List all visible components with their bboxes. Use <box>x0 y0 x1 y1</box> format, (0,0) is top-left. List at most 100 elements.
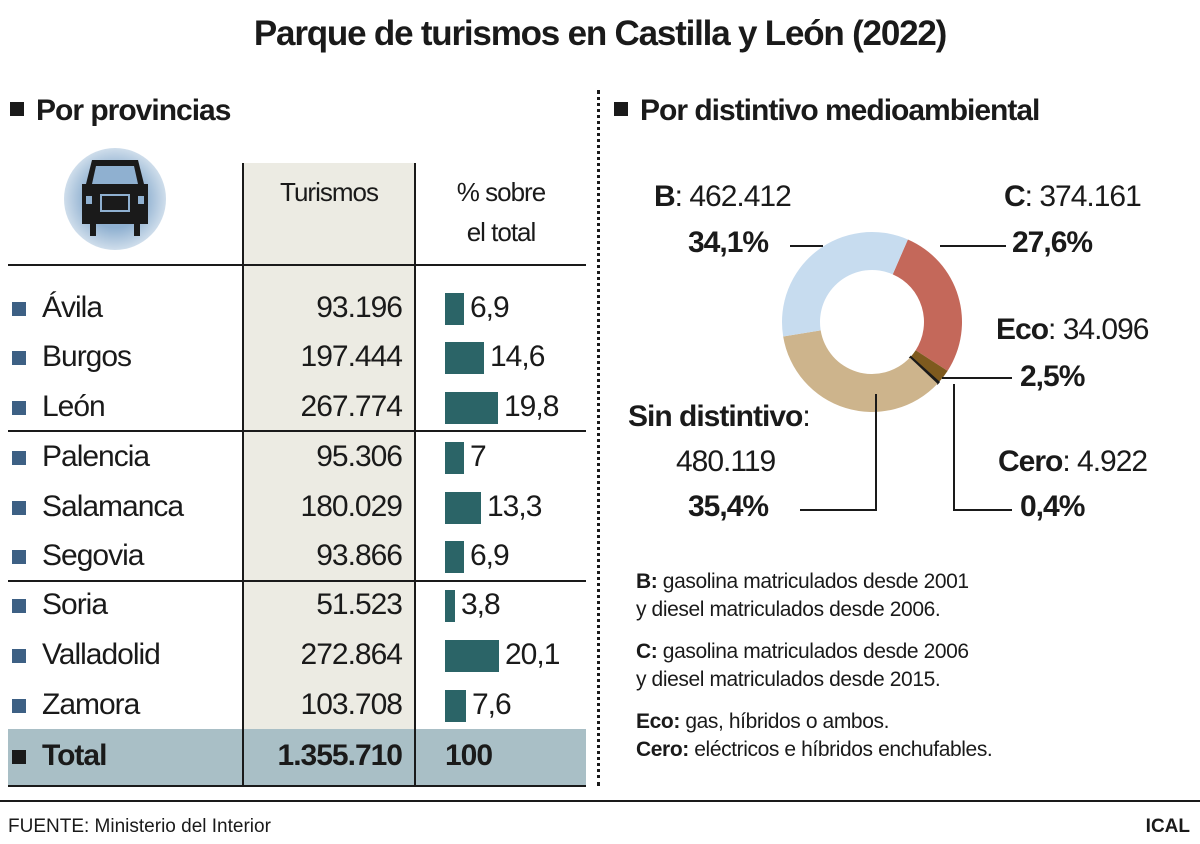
brand-logo: ICAL <box>1145 816 1190 837</box>
pct-value: 7 <box>470 440 487 473</box>
label-b: B: 462.412 <box>654 180 792 213</box>
legend-note: B: gasolina matriculados desde 2001 <box>636 570 969 594</box>
total-row: Total 1.355.710 100 <box>0 733 590 781</box>
label-cero: Cero: 4.922 <box>998 445 1148 478</box>
donut-slice-sin-distintivo <box>783 330 938 413</box>
footer-divider <box>0 800 1200 802</box>
legend-note: y diesel matriculados desde 2015. <box>636 668 941 692</box>
label-sin: Sin distintivo: <box>628 400 811 433</box>
label-c-pct: 27,6% <box>1012 226 1093 259</box>
note-key: C: <box>636 640 658 663</box>
note-key: Cero: <box>636 738 689 761</box>
header-turismos: Turismos <box>280 177 379 207</box>
pct-value: 14,6 <box>490 340 545 373</box>
row-divider <box>8 264 586 266</box>
bullet-icon <box>12 699 26 713</box>
pct-bar <box>445 590 455 622</box>
total-turismos: 1.355.710 <box>277 739 403 772</box>
label-sin-count: 480.119 <box>676 445 776 478</box>
label-eco: Eco: 34.096 <box>996 313 1149 346</box>
car-icon-glyph <box>82 160 148 236</box>
source-text: FUENTE: Ministerio del Interior <box>8 816 271 837</box>
label-cero-pct: 0,4% <box>1020 490 1085 523</box>
section-heading-text: Por distintivo medioambiental <box>640 94 1040 127</box>
note-text: y diesel matriculados desde 2006. <box>636 598 941 621</box>
bullet-icon <box>12 750 26 764</box>
legend-note: C: gasolina matriculados desde 2006 <box>636 640 969 664</box>
turismos-value: 51.523 <box>316 588 403 621</box>
total-label: Total <box>42 739 107 772</box>
section-heading-text: Por provincias <box>36 94 231 127</box>
page-title: Parque de turismos en Castilla y León (2… <box>253 14 947 53</box>
note-key: Eco: <box>636 710 680 733</box>
note-text: y diesel matriculados desde 2015. <box>636 668 941 691</box>
pct-value: 7,6 <box>472 688 512 721</box>
header-pct-line2: el total <box>466 217 537 247</box>
pct-value: 13,3 <box>487 490 542 523</box>
note-text: eléctricos e híbridos enchufables. <box>688 738 993 761</box>
donut-slice-eco <box>910 350 948 383</box>
pct-bar <box>445 690 466 722</box>
province-name: Palencia <box>42 440 150 473</box>
turismos-column-bg <box>243 163 415 783</box>
pct-bar <box>445 392 498 424</box>
note-text: gasolina matriculados desde 2006 <box>657 640 969 663</box>
car-icon <box>64 148 166 250</box>
pct-bar <box>445 492 481 524</box>
pct-value: 6,9 <box>470 539 510 572</box>
bullet-icon <box>12 649 26 663</box>
column-divider <box>414 163 416 787</box>
turismos-value: 95.306 <box>316 440 403 473</box>
section-heading-provincias: Por provincias <box>10 94 231 128</box>
pct-bar <box>445 541 464 573</box>
donut-slice-c <box>892 239 962 371</box>
row-divider <box>8 580 586 582</box>
bullet-icon <box>12 599 26 613</box>
bullet-icon <box>12 501 26 515</box>
label-b-pct: 34,1% <box>688 226 769 259</box>
table-row: León 267.774 19,8 <box>0 384 590 432</box>
pct-bar <box>445 342 484 374</box>
province-name: León <box>42 390 106 423</box>
legend-note: Eco: gas, híbridos o ambos. <box>636 710 889 734</box>
province-name: Valladolid <box>42 638 161 671</box>
section-heading-distintivo: Por distintivo medioambiental <box>614 94 1040 128</box>
pct-bar <box>445 293 464 325</box>
table-row: Valladolid 272.864 20,1 <box>0 632 590 680</box>
label-sin-pct: 35,4% <box>688 490 769 523</box>
header-pct-line1: % sobre <box>456 177 546 207</box>
table-row: Soria 51.523 3,8 <box>0 582 590 630</box>
bullet-icon <box>10 102 24 116</box>
pct-bar <box>445 640 499 672</box>
pct-bar <box>445 442 464 474</box>
pct-value: 20,1 <box>505 638 560 671</box>
province-name: Soria <box>42 588 108 621</box>
total-pct: 100 <box>445 739 493 772</box>
note-text: gasolina matriculados desde 2001 <box>657 570 969 593</box>
pct-value: 6,9 <box>470 291 510 324</box>
label-c: C: 374.161 <box>1004 180 1142 213</box>
turismos-value: 93.196 <box>316 291 403 324</box>
province-name: Salamanca <box>42 490 184 523</box>
table-row: Salamanca 180.029 13,3 <box>0 484 590 532</box>
bullet-icon <box>12 550 26 564</box>
turismos-value: 272.864 <box>300 638 403 671</box>
turismos-value: 267.774 <box>300 390 403 423</box>
donut-slice-b <box>782 231 908 337</box>
turismos-value: 103.708 <box>300 688 403 721</box>
pct-value: 19,8 <box>504 390 559 423</box>
note-key: B: <box>636 570 658 593</box>
province-name: Burgos <box>42 340 132 373</box>
bullet-icon <box>12 401 26 415</box>
section-divider <box>597 90 600 786</box>
province-name: Segovia <box>42 539 144 572</box>
total-row-bg <box>8 729 586 785</box>
column-divider <box>242 163 244 787</box>
legend-note: y diesel matriculados desde 2006. <box>636 598 941 622</box>
row-divider <box>8 785 586 787</box>
table-row: Burgos 197.444 14,6 <box>0 334 590 382</box>
leader-line <box>953 384 1012 511</box>
province-name: Zamora <box>42 688 140 721</box>
table-row: Segovia 93.866 6,9 <box>0 533 590 581</box>
